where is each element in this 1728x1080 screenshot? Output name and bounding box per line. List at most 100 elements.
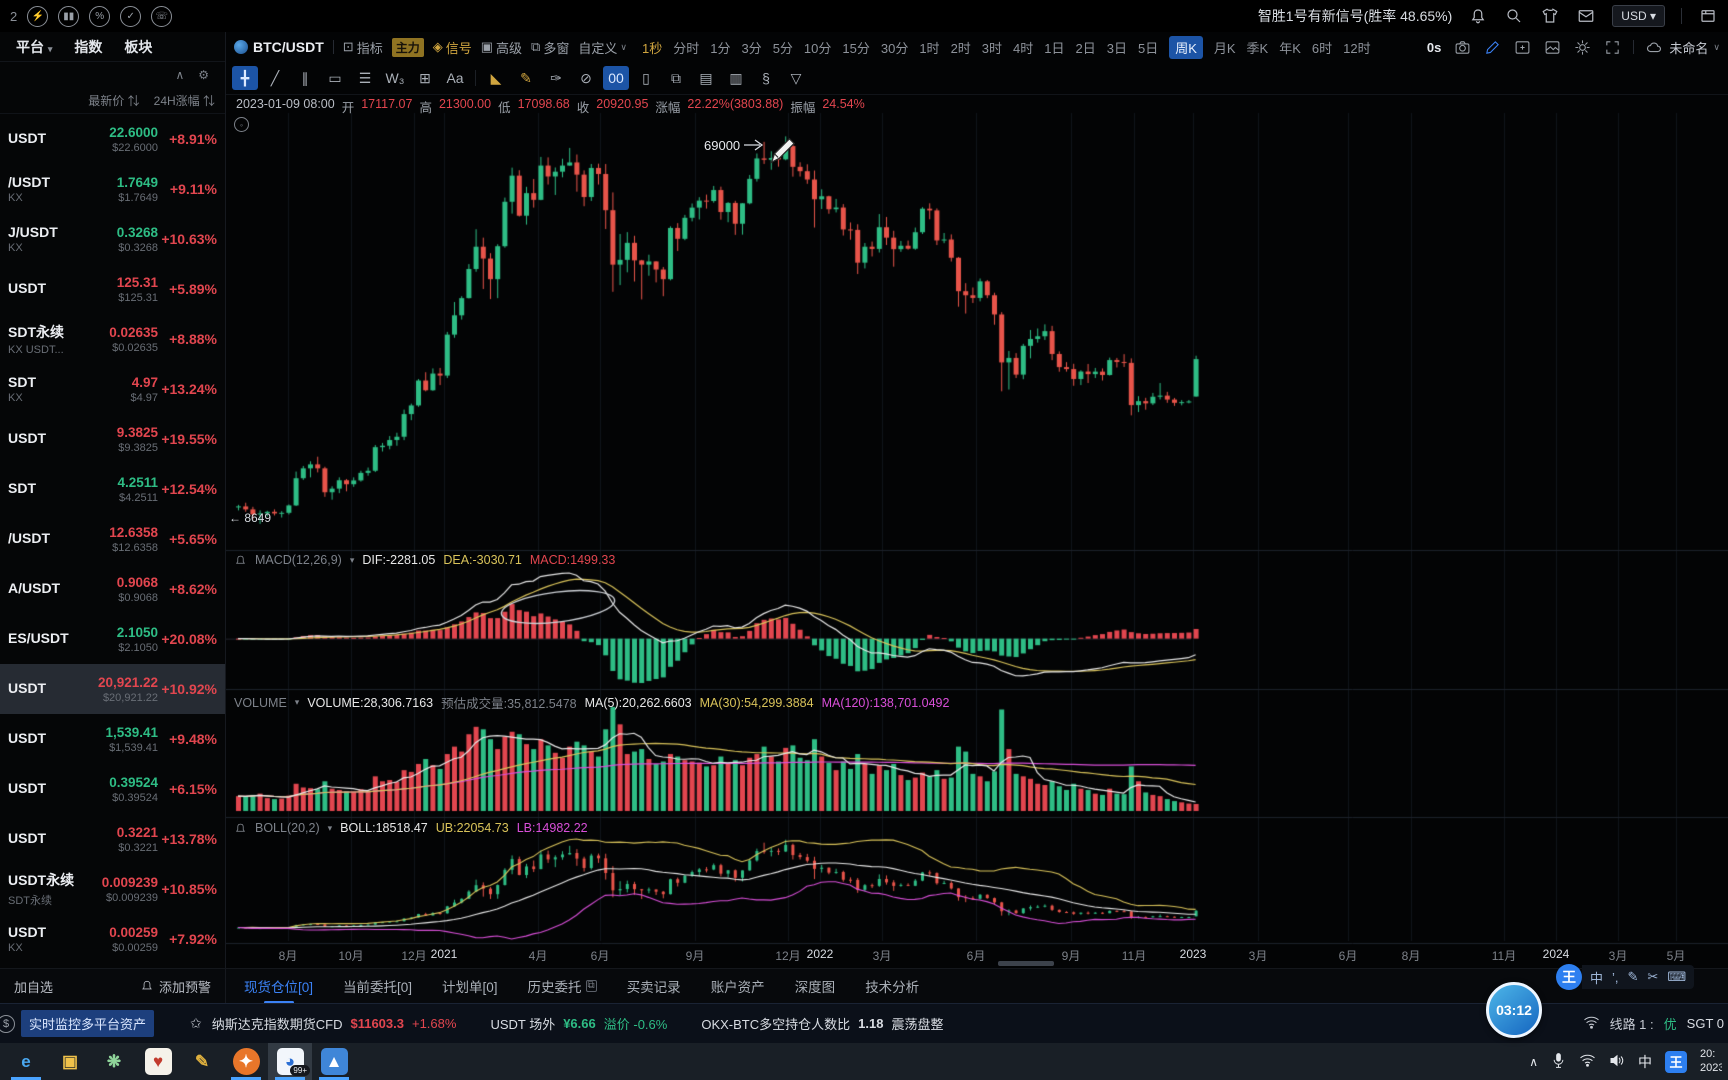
candlestick-chart-canvas[interactable] bbox=[226, 95, 1728, 968]
ime-handwriting[interactable]: ✎ bbox=[1627, 969, 1639, 984]
timeframe-1秒[interactable]: 1秒 bbox=[641, 40, 663, 56]
ime-chinese-mode[interactable]: 中 bbox=[1590, 970, 1604, 986]
coin-row[interactable]: /USDT 12.6358 $12.6358 +5.65% bbox=[8, 524, 217, 554]
attach-tool[interactable]: § bbox=[762, 70, 770, 86]
brush-tool[interactable]: ✎ bbox=[520, 69, 532, 86]
change-column-header[interactable]: 24H涨幅 ⇅ bbox=[153, 94, 215, 108]
tab-账户资产[interactable]: 账户资产 bbox=[710, 980, 765, 995]
custom-menu[interactable]: 自定义 ∨ bbox=[578, 40, 627, 56]
advanced-menu[interactable]: ▣ 高级 bbox=[480, 39, 523, 56]
settings-gear-icon[interactable] bbox=[1573, 38, 1591, 56]
mail-icon[interactable] bbox=[1576, 6, 1596, 26]
game-app[interactable]: ❋ bbox=[106, 1051, 122, 1071]
clipboard-tool[interactable]: ▤ bbox=[699, 69, 713, 86]
qq-app[interactable]: ◕ 99+ bbox=[268, 1043, 312, 1080]
shirt-icon[interactable] bbox=[1540, 6, 1560, 26]
timeframe-3日[interactable]: 3日 bbox=[1106, 40, 1127, 56]
orange-app[interactable]: ✦ bbox=[224, 1043, 268, 1080]
rectangle-tool[interactable]: ▭ bbox=[328, 69, 342, 86]
add-watchlist-button[interactable]: 加自选 bbox=[14, 979, 54, 995]
coin-row[interactable]: SDT KX 4.97 $4.97 +13.24% bbox=[8, 374, 217, 404]
signal-menu[interactable]: ◈ 信号 bbox=[432, 39, 472, 56]
magnet-tool[interactable]: ⊘ bbox=[580, 69, 592, 86]
timeframe-1分[interactable]: 1分 bbox=[710, 40, 731, 56]
add-pane-icon[interactable] bbox=[1513, 38, 1531, 56]
ticker-item[interactable]: OKX-BTC多空持仓人数比 1.18 震荡盘整 bbox=[701, 1016, 944, 1032]
gear-icon[interactable]: ⚙ bbox=[198, 68, 209, 82]
tab-历史委托[interactable]: 历史委托 ⧉ bbox=[527, 980, 597, 995]
volume-pane-header[interactable]: VOLUME ▾ VOLUME:28,306.7163 预估成交量:35,812.… bbox=[234, 695, 950, 712]
boll-pane-header[interactable]: BOLL(20,2) ▾ BOLL:18518.47 UB:22054.73 LB… bbox=[234, 821, 588, 835]
solitaire-app[interactable]: ♥ bbox=[136, 1043, 180, 1080]
ime-language-icon[interactable]: 中 bbox=[1638, 1053, 1652, 1070]
coin-row[interactable]: /USDT KX 1.7649 $1.7649 +9.11% bbox=[8, 174, 217, 204]
phone-icon[interactable]: ☏ bbox=[151, 5, 173, 27]
coin-row[interactable]: ES/USDT 2.1050 $2.1050 +20.08% bbox=[8, 624, 217, 654]
sogou-tray-icon[interactable]: 王 bbox=[1665, 1050, 1687, 1073]
coin-row[interactable]: USDT永续 SDT永续 0.009239 $0.009239 +10.85% bbox=[8, 872, 217, 907]
ruler-tool[interactable]: ◣ bbox=[490, 69, 502, 86]
bar-count-tool[interactable]: 00 bbox=[603, 66, 629, 90]
wifi-icon[interactable] bbox=[1579, 1053, 1596, 1070]
coin-row[interactable]: USDT 20,921.22 $20,921.22 +10.92% bbox=[0, 664, 225, 714]
coin-row[interactable]: A/USDT 0.9068 $0.9068 +8.62% bbox=[8, 574, 217, 604]
search-icon[interactable] bbox=[1504, 6, 1524, 26]
tab-技术分析[interactable]: 技术分析 bbox=[865, 980, 920, 995]
coin-row[interactable]: USDT KX 0.00259 $0.00259 +7.92% bbox=[8, 924, 217, 954]
copy-tool[interactable]: ⧉ bbox=[671, 69, 681, 86]
market-app[interactable]: ▲ bbox=[312, 1043, 356, 1080]
timeframe-30分[interactable]: 30分 bbox=[880, 40, 909, 56]
timeframe-1日[interactable]: 1日 bbox=[1044, 40, 1065, 56]
timeframe-1时[interactable]: 1时 bbox=[919, 40, 940, 56]
coin-row[interactable]: USDT 9.3825 $9.3825 +19.55% bbox=[8, 424, 217, 454]
paint-bucket-tool[interactable]: ▯ bbox=[642, 69, 650, 86]
speaker-icon[interactable] bbox=[1609, 1053, 1625, 1071]
tab-现货仓位[0][interactable]: 现货仓位[0] bbox=[244, 976, 313, 996]
coin-row[interactable]: USDT 125.31 $125.31 +5.89% bbox=[8, 274, 217, 304]
timeframe-3分[interactable]: 3分 bbox=[741, 40, 762, 56]
pane-settings-icon[interactable]: ◦ bbox=[234, 117, 249, 132]
filter-tool[interactable]: ▽ bbox=[790, 69, 802, 86]
sidebar-tab-index[interactable]: 指数 bbox=[74, 38, 103, 55]
bell-icon[interactable] bbox=[1468, 6, 1488, 26]
timeframe-4时[interactable]: 4时 bbox=[1013, 40, 1034, 56]
timeframe-月K[interactable]: 月K bbox=[1213, 40, 1236, 56]
sidebar-tab-sector[interactable]: 板块 bbox=[124, 38, 153, 55]
coin-row[interactable]: USDT 22.6000 $22.6000 +8.91% bbox=[8, 124, 217, 154]
wave-tool[interactable]: W₃ bbox=[385, 70, 405, 86]
ie-browser-app[interactable]: e bbox=[4, 1043, 48, 1080]
fullscreen-icon[interactable] bbox=[1603, 38, 1621, 56]
coin-row[interactable]: USDT 0.3221 $0.3221 +13.78% bbox=[8, 824, 217, 854]
tab-计划单[0][interactable]: 计划单[0] bbox=[442, 980, 498, 995]
timeframe-10分[interactable]: 10分 bbox=[803, 40, 832, 56]
layout-save-name[interactable]: 未命名 ∨ bbox=[1646, 38, 1720, 57]
currency-selector[interactable]: USD ▾ bbox=[1612, 5, 1665, 27]
check-icon[interactable]: ✓ bbox=[120, 5, 142, 27]
desktop-clock-widget[interactable]: 03:12 bbox=[1486, 982, 1542, 1038]
window-icon[interactable] bbox=[1698, 6, 1718, 26]
timeframe-12时[interactable]: 12时 bbox=[1343, 40, 1371, 56]
microphone-icon[interactable] bbox=[1551, 1052, 1566, 1072]
coin-row[interactable]: SDT永续 KX USDT... 0.02635 $0.02635 +8.88% bbox=[8, 324, 217, 356]
timeframe-季K[interactable]: 季K bbox=[1246, 40, 1269, 56]
text-tool[interactable]: Aa bbox=[446, 70, 464, 86]
camera-icon[interactable] bbox=[1453, 38, 1471, 56]
timeframe-5日[interactable]: 5日 bbox=[1137, 40, 1159, 56]
price-column-header[interactable]: 最新价 ⇅ bbox=[88, 94, 140, 108]
timeframe-2时[interactable]: 2时 bbox=[950, 40, 971, 56]
timeframe-15分[interactable]: 15分 bbox=[842, 40, 870, 56]
tab-当前委托[0][interactable]: 当前委托[0] bbox=[343, 980, 413, 995]
taskbar-clock[interactable]: 20: 2023 bbox=[1700, 1048, 1722, 1074]
coin-row[interactable]: SDT 4.2511 $4.2511 +12.54% bbox=[8, 474, 217, 504]
file-explorer-app[interactable]: ▣ bbox=[61, 1051, 79, 1071]
asset-monitor-chip[interactable]: 实时监控多平台资产 bbox=[21, 1010, 155, 1037]
pause-icon[interactable]: ▮▮ bbox=[58, 5, 80, 27]
marker-tool[interactable]: ✑ bbox=[550, 69, 562, 86]
tab-买卖记录[interactable]: 买卖记录 bbox=[626, 980, 681, 995]
coin-row[interactable]: USDT 0.39524 $0.39524 +6.15% bbox=[8, 774, 217, 804]
ime-punctuation[interactable]: ’, bbox=[1612, 969, 1619, 985]
collapse-icon[interactable]: ∧ bbox=[175, 68, 185, 82]
timeframe-2日[interactable]: 2日 bbox=[1075, 40, 1096, 56]
indicator-menu[interactable]: ⊡ 指标 bbox=[342, 39, 383, 56]
lightning-icon[interactable]: ⚡ bbox=[27, 5, 49, 27]
